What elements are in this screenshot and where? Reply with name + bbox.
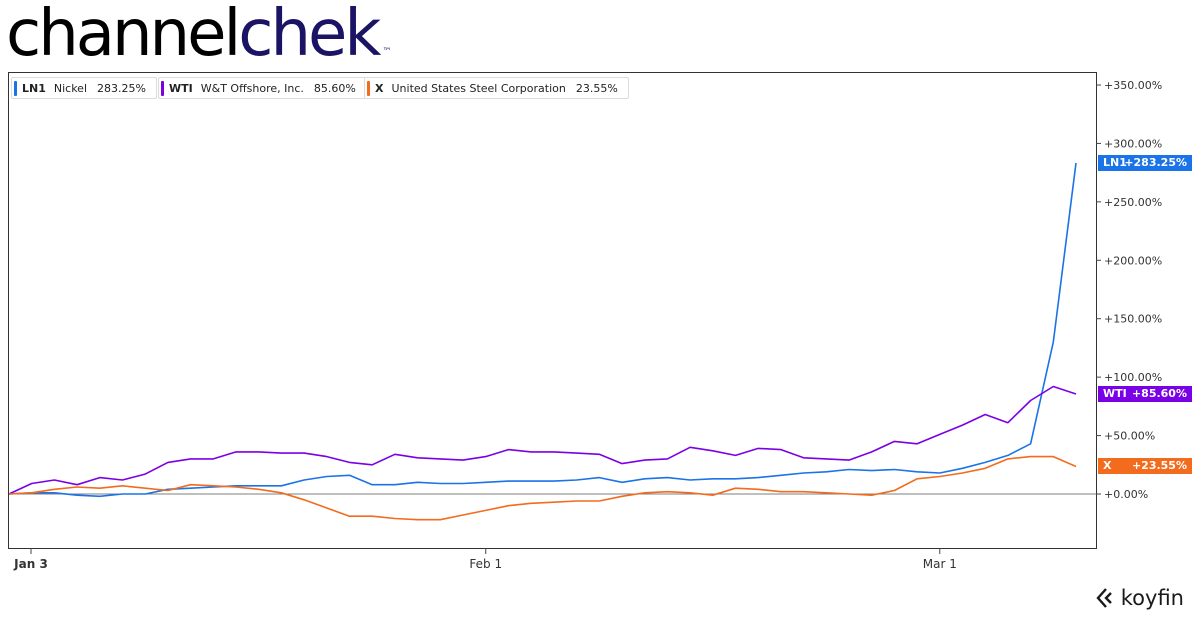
x-tick-label: Mar 1 — [923, 557, 957, 571]
last-value-tag-wti: WTI +85.60% — [1098, 386, 1192, 402]
legend-series-value: 23.55% — [575, 82, 618, 95]
series-line-x — [8, 455, 1077, 521]
tag-ticker: X — [1103, 459, 1112, 472]
y-tick-label: +200.00% — [1104, 254, 1162, 267]
legend-series-value: 85.60% — [313, 82, 356, 95]
legend-swatch-x — [367, 81, 370, 96]
koyfin-mark-icon — [1096, 588, 1112, 608]
tag-value: +23.55% — [1131, 459, 1187, 472]
tag-value: +85.60% — [1131, 387, 1187, 400]
legend-series-name: Nickel — [53, 82, 88, 95]
koyfin-wordmark: koyfin — [1120, 586, 1184, 610]
legend-series-name: W&T Offshore, Inc. — [200, 82, 304, 95]
legend-ticker: LN1 — [22, 82, 46, 95]
legend-item-x[interactable]: X United States Steel Corporation 23.55% — [364, 77, 629, 99]
last-value-tag-ln1: LN1 +283.25% — [1098, 155, 1192, 171]
legend-item-ln1[interactable]: LN1 Nickel 283.25% — [11, 77, 157, 99]
legend-swatch-wti — [161, 81, 164, 96]
legend-swatch-ln1 — [14, 81, 17, 96]
channelchek-logo: channelchek ™ — [6, 0, 391, 74]
legend-ticker: WTI — [169, 82, 193, 95]
y-tick-label: +50.00% — [1104, 430, 1155, 443]
series-line-ln1 — [8, 162, 1077, 498]
x-tick-label: Feb 1 — [469, 557, 502, 571]
y-tick-label: +100.00% — [1104, 371, 1162, 384]
y-tick-label: +250.00% — [1104, 196, 1162, 209]
y-tick-label: +300.00% — [1104, 137, 1162, 150]
legend-series-name: United States Steel Corporation — [391, 82, 566, 95]
koyfin-logo: koyfin — [1095, 586, 1184, 610]
legend-ticker: X — [375, 82, 384, 95]
y-tick-label: +350.00% — [1104, 79, 1162, 92]
tag-ticker: WTI — [1103, 387, 1127, 400]
legend-item-wti[interactable]: WTI W&T Offshore, Inc. 85.60% — [158, 77, 367, 99]
y-tick-label: +0.00% — [1104, 488, 1148, 501]
x-axis: Jan 3 Feb 1 Mar 1 — [13, 548, 957, 571]
y-axis: +0.00% +50.00% +100.00% +150.00% +200.00% +25… — [1096, 79, 1162, 501]
logo-text-chek: chek — [238, 0, 381, 71]
tag-value: +283.25% — [1124, 156, 1187, 169]
series-lines — [8, 162, 1077, 521]
plot-frame — [8, 72, 1097, 549]
tag-ticker: LN1 — [1103, 156, 1127, 169]
y-tick-label: +150.00% — [1104, 313, 1162, 326]
logo-text-channel: channel — [6, 0, 241, 71]
logo-trademark: ™ — [382, 47, 392, 57]
series-line-wti — [8, 385, 1077, 495]
legend-series-value: 283.25% — [97, 82, 146, 95]
x-tick-label: Jan 3 — [13, 557, 48, 571]
last-value-tag-x: X +23.55% — [1098, 458, 1192, 474]
